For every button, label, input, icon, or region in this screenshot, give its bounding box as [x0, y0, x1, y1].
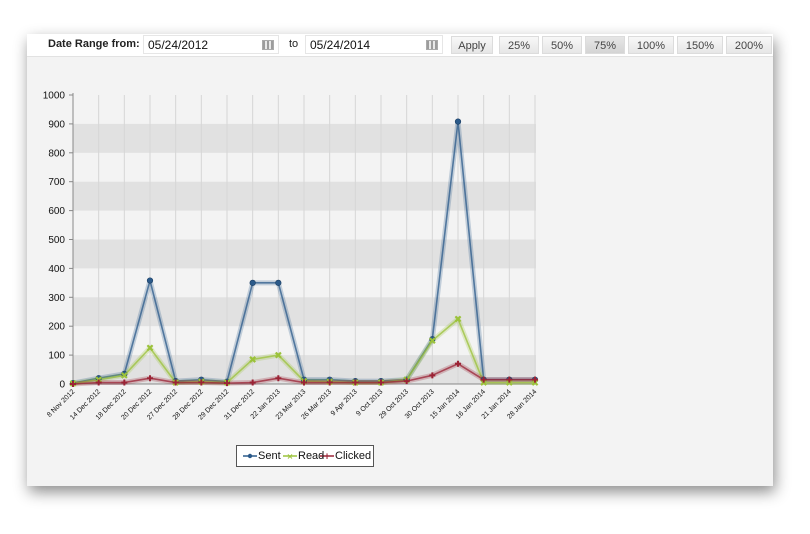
y-tick-label: 400: [48, 264, 65, 275]
clicked-point: [275, 375, 282, 382]
y-tick-label: 0: [59, 380, 65, 391]
legend-sent-marker: [247, 453, 253, 459]
y-tick-label: 1000: [43, 91, 66, 102]
clicked-point: [147, 375, 153, 382]
clicked-point: [378, 379, 384, 386]
read-point: [454, 315, 462, 323]
chart-panel: Date Range from: to Apply 25% 50% 75% 10…: [27, 34, 773, 486]
sent-point: [249, 279, 256, 286]
chart-series-markers: [69, 118, 539, 387]
legend-sent-label: Sent: [258, 450, 281, 462]
clicked-point: [480, 376, 487, 383]
legend-clicked-label: Clicked: [335, 450, 372, 462]
zoom-25-button[interactable]: 25%: [499, 36, 539, 54]
chart-legend[interactable]: × + Sent Read Clicked: [236, 445, 374, 467]
clicked-point: [506, 376, 513, 383]
sent-point: [275, 279, 282, 286]
toolbar: Date Range from: to Apply 25% 50% 75% 10…: [27, 34, 773, 57]
legend-clicked-marker: +: [323, 452, 331, 462]
y-tick-label: 600: [48, 206, 65, 217]
read-point: [428, 337, 436, 345]
clicked-point: [121, 379, 128, 386]
zoom-50-button[interactable]: 50%: [542, 36, 582, 54]
clicked-point: [198, 379, 205, 386]
clicked-point: [224, 380, 230, 387]
clicked-point: [455, 360, 461, 367]
clicked-point: [532, 376, 538, 383]
date-range-label: Date Range from:: [48, 38, 140, 50]
calendar-icon[interactable]: [262, 40, 274, 50]
read-point: [274, 351, 282, 359]
read-point: [146, 344, 154, 352]
zoom-200-button[interactable]: 200%: [726, 36, 772, 54]
y-tick-label: 200: [48, 322, 65, 333]
legend-swatches: × +: [243, 452, 334, 462]
clicked-point: [429, 372, 436, 379]
zoom-150-button[interactable]: 150%: [677, 36, 723, 54]
line-chart: 0 100 200 300 400 500 600 700 800 900 1000 8 Nov 2…: [43, 91, 539, 422]
y-tick-label: 800: [48, 148, 65, 159]
clicked-point: [403, 378, 410, 385]
y-axis-ticks: 0 100 200 300 400 500 600 700 800 900 1000: [43, 91, 73, 391]
clicked-point: [95, 379, 102, 386]
y-tick-label: 900: [48, 119, 65, 130]
legend-read-marker: ×: [287, 452, 294, 461]
read-point: [249, 356, 257, 363]
apply-button[interactable]: Apply: [451, 36, 493, 54]
legend-read-label: Read: [298, 450, 325, 462]
sent-point: [454, 118, 462, 125]
read-point: [120, 371, 128, 379]
from-date-input[interactable]: [148, 38, 248, 52]
y-tick-label: 100: [48, 351, 65, 362]
zoom-100-button[interactable]: 100%: [628, 36, 674, 54]
to-date-field[interactable]: [305, 35, 443, 54]
sent-point: [146, 277, 154, 284]
from-date-field[interactable]: [143, 35, 279, 54]
clicked-point: [326, 379, 333, 386]
to-date-input[interactable]: [310, 38, 410, 52]
clicked-point: [172, 379, 179, 386]
zoom-75-button[interactable]: 75%: [585, 36, 625, 54]
to-label: to: [289, 38, 299, 50]
y-tick-label: 700: [48, 177, 65, 188]
y-tick-label: 500: [48, 235, 65, 246]
clicked-point: [249, 379, 256, 386]
clicked-point: [352, 379, 359, 386]
clicked-point: [70, 381, 76, 387]
y-tick-label: 300: [48, 293, 65, 304]
calendar-icon[interactable]: [426, 40, 438, 50]
clicked-point: [301, 379, 307, 386]
chart-vertical-gridlines: [72, 95, 536, 384]
